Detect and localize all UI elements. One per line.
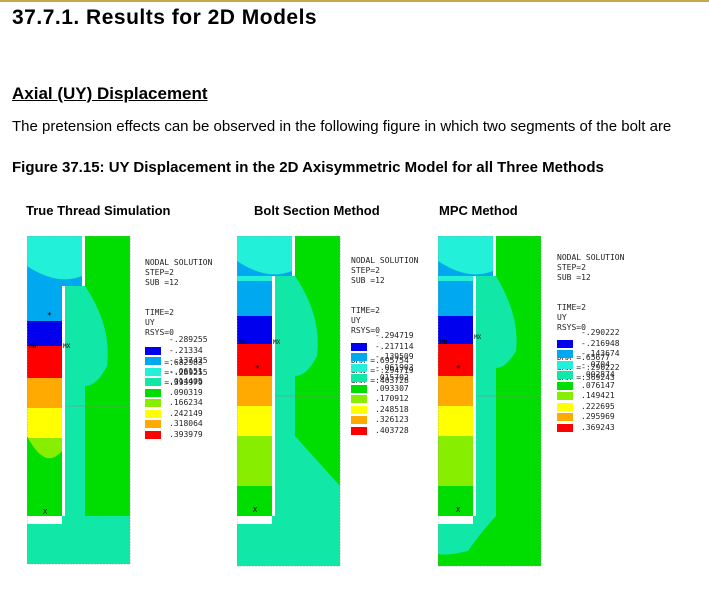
marker-x: X	[43, 508, 48, 516]
marker-star: *	[456, 364, 461, 373]
marker-mx: MX	[273, 339, 281, 346]
intro-paragraph: The pretension effects can be observed i…	[12, 118, 672, 135]
contour-true-thread: * MN MX X	[26, 235, 131, 565]
header-mpc: NODAL SOLUTION STEP=2 SUB =12 TIME=2 UY RSYS…	[557, 253, 625, 382]
marker-mn: MN	[29, 343, 37, 350]
marker-x: X	[253, 506, 258, 514]
contour-bolt-section: MN MX * X	[236, 235, 341, 567]
marker-star: *	[47, 311, 52, 320]
panel-title-true-thread: True Thread Simulation	[26, 203, 171, 218]
section-title: 37.7.1. Results for 2D Models	[12, 6, 318, 29]
subsection-title: Axial (UY) Displacement	[12, 84, 208, 103]
marker-mx: MX	[63, 343, 71, 350]
top-rule	[0, 0, 709, 2]
marker-star: *	[255, 364, 260, 373]
plot-true-thread: * MN MX X	[26, 235, 137, 571]
panel-title-bolt-section: Bolt Section Method	[254, 203, 380, 218]
plot-mpc: MN MX * X	[437, 235, 548, 573]
plot-bolt-section: MN MX * X	[236, 235, 347, 573]
contour-mpc: MN MX * X	[437, 235, 542, 567]
marker-mn: MN	[239, 339, 247, 346]
panel-title-mpc: MPC Method	[439, 203, 518, 218]
marker-mx: MX	[474, 334, 482, 341]
figure-caption: Figure 37.15: UY Displacement in the 2D …	[12, 159, 604, 176]
marker-x: X	[456, 506, 461, 514]
marker-mn: MN	[440, 339, 448, 346]
